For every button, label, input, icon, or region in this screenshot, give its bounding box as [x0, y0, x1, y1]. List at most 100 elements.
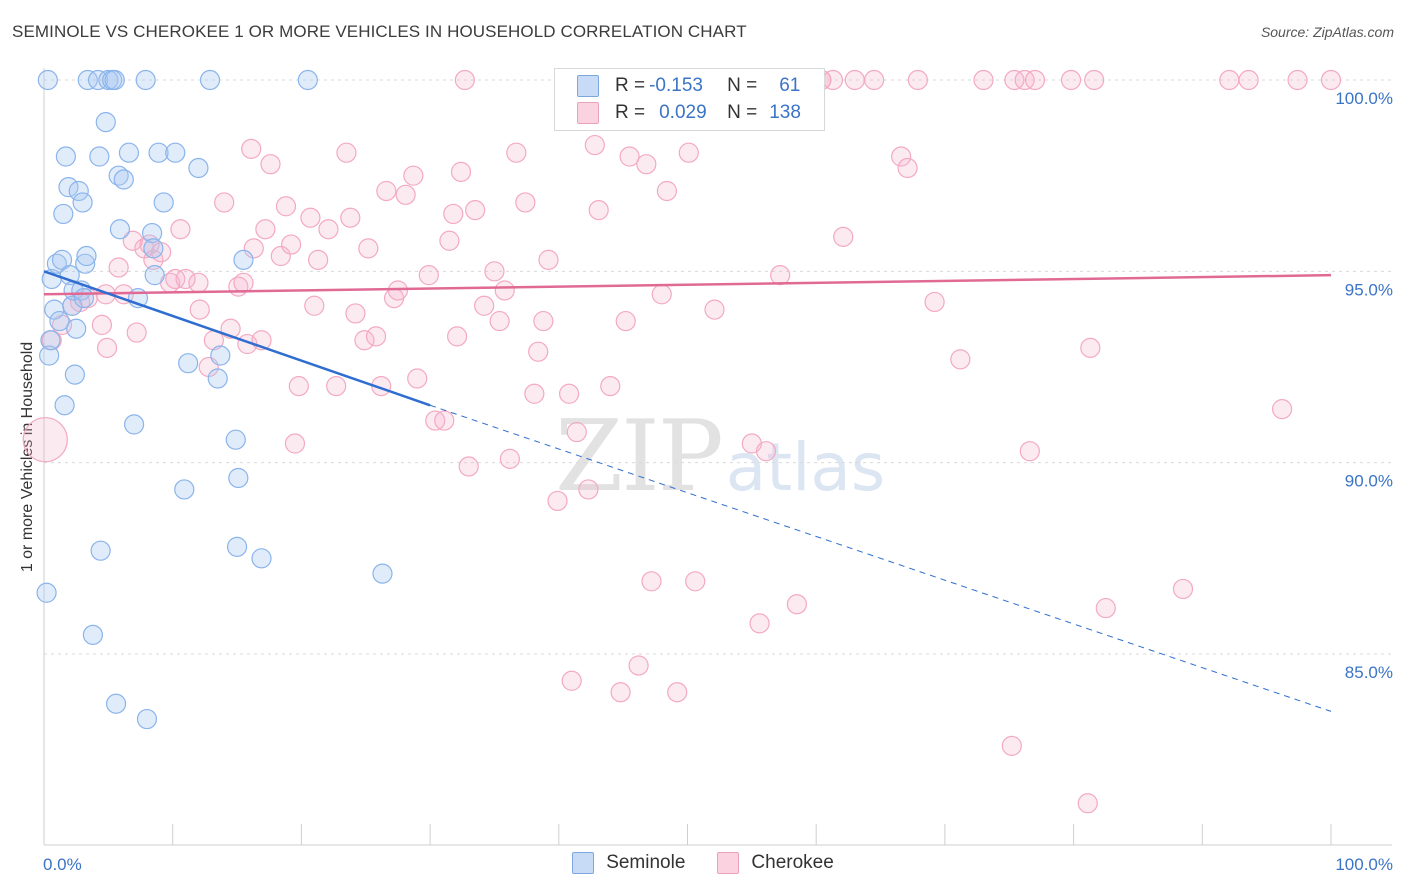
cherokee-point	[443, 203, 464, 225]
legend-row-cherokee: R = 0.029 N = 138	[577, 100, 801, 126]
seminole-point	[142, 222, 163, 244]
seminole-point	[75, 253, 96, 274]
seminole-point	[90, 540, 111, 561]
cherokee-point	[300, 207, 321, 228]
cherokee-point	[354, 330, 375, 351]
cherokee-point	[636, 154, 657, 175]
cherokee-point	[489, 310, 510, 332]
cherokee-point	[474, 295, 495, 316]
cherokee-point	[1238, 69, 1259, 91]
seminole-point	[143, 238, 164, 259]
y-tick-label: 85.0%	[1345, 663, 1393, 682]
seminole-point	[251, 548, 272, 569]
seminole-point	[118, 142, 140, 163]
cherokee-point	[897, 157, 918, 179]
cherokee-point	[308, 249, 329, 270]
cherokee-point	[651, 284, 672, 305]
cherokee-point	[1172, 578, 1194, 600]
seminole-point	[55, 146, 76, 167]
seminole-point	[123, 414, 145, 435]
cherokee-point	[365, 326, 387, 347]
seminole-point	[233, 249, 254, 270]
cherokee-point	[864, 69, 885, 91]
seminole-point	[95, 111, 116, 133]
cherokee-point	[255, 219, 276, 240]
cherokee-point	[506, 142, 527, 163]
stats-legend: R = -0.153 N = 61 R = 0.029 N = 138	[554, 68, 825, 131]
cherokee-point	[340, 207, 361, 228]
seminole-point	[104, 69, 125, 91]
cherokee-point	[233, 272, 254, 293]
seminole-point	[39, 345, 60, 366]
seminole-point	[72, 192, 93, 213]
cherokee-point	[126, 322, 147, 343]
cherokee-point	[418, 265, 439, 286]
cherokee-point	[499, 448, 520, 469]
legend-item-cherokee[interactable]: Cherokee	[717, 852, 834, 874]
cherokee-swatch	[577, 102, 599, 124]
cherokee-point	[1001, 735, 1022, 756]
cherokee-point	[1271, 398, 1293, 420]
seminole-point	[153, 192, 174, 213]
cherokee-point	[786, 594, 807, 615]
seminole-point	[77, 69, 98, 91]
n-label: N =	[727, 75, 758, 96]
cherokee-point	[434, 410, 455, 431]
cherokee-point	[1014, 69, 1035, 91]
cherokee-point	[547, 490, 568, 512]
legend-row-seminole: R = -0.153 N = 61	[577, 73, 800, 99]
seminole-point	[113, 169, 134, 190]
cherokee-point	[458, 456, 479, 477]
x-tick-label: 100.0%	[1335, 855, 1393, 874]
cherokee-point	[96, 337, 118, 358]
seminole-point	[148, 142, 169, 163]
seminole-point	[89, 146, 110, 167]
cherokee-point	[628, 655, 649, 676]
cherokee-point	[326, 376, 347, 397]
seminole-point	[228, 467, 249, 489]
cherokee-point	[578, 479, 599, 500]
cherokee-point	[407, 368, 428, 389]
seminole-point	[225, 429, 246, 450]
cherokee-point	[494, 280, 515, 301]
cherokee-point	[318, 219, 339, 240]
seminole-point	[144, 265, 165, 286]
seminole-point	[226, 536, 248, 557]
seminole-n-value: 61	[779, 75, 801, 96]
cherokee-point	[175, 268, 196, 290]
cherokee-point	[1080, 337, 1101, 358]
cherokee-point	[678, 142, 699, 163]
cherokee-point	[538, 249, 559, 270]
cherokee-point	[1320, 69, 1342, 91]
y-tick-label: 95.0%	[1345, 280, 1393, 299]
cherokee-point	[558, 383, 580, 404]
cherokee-point	[1077, 793, 1098, 814]
seminole-legend-label: Seminole	[606, 852, 686, 873]
cherokee-point	[454, 69, 475, 91]
cherokee-point	[584, 134, 605, 156]
cherokee-point	[439, 230, 460, 251]
cherokee-point	[833, 226, 854, 247]
cherokee-legend-label: Cherokee	[751, 852, 834, 873]
seminole-trend-extension	[429, 404, 1332, 712]
seminole-point	[37, 69, 58, 91]
cherokee-point	[143, 249, 164, 270]
cherokee-point	[345, 303, 366, 324]
cherokee-legend-swatch	[717, 852, 740, 874]
seminole-trend-line	[43, 270, 431, 407]
seminole-point	[76, 245, 97, 267]
seminole-point	[210, 345, 231, 366]
cherokee-point	[667, 682, 688, 703]
cherokee-point	[108, 257, 129, 278]
cherokee-n-value: 138	[769, 102, 801, 123]
cherokee-point	[749, 613, 770, 634]
n-label: N =	[727, 102, 758, 123]
cherokee-point	[656, 180, 678, 202]
seminole-swatch	[577, 75, 599, 97]
legend-item-seminole[interactable]: Seminole	[572, 852, 685, 874]
cherokee-point	[260, 154, 281, 175]
cherokee-point	[376, 180, 397, 202]
seminole-point	[68, 180, 89, 202]
seminole-point	[36, 582, 57, 603]
cherokee-point	[403, 165, 424, 186]
